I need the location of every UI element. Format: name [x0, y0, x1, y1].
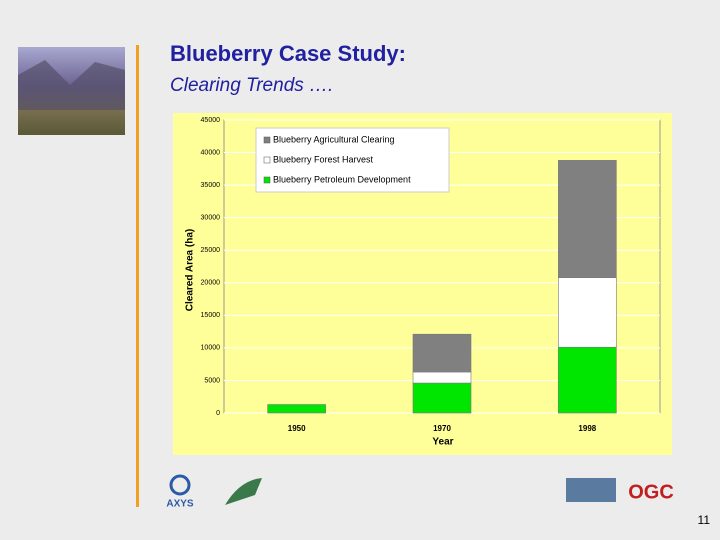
x-tick-label: 1970 — [433, 424, 451, 433]
bar-segment — [412, 382, 472, 414]
x-tick-label: 1950 — [288, 424, 306, 433]
bar-segment — [412, 371, 472, 384]
slide-title: Blueberry Case Study: — [170, 41, 406, 66]
bar-segment — [558, 346, 617, 414]
y-tick-label: 0 — [216, 410, 220, 417]
y-tick-label: 40000 — [201, 149, 221, 156]
legend-label: Blueberry Agricultural Clearing — [273, 134, 395, 144]
x-tick-label: 1998 — [578, 424, 596, 433]
logo-leaf — [225, 478, 262, 505]
bar-segment — [558, 160, 617, 278]
page-number: 11 — [698, 513, 711, 527]
logo-ministry — [566, 478, 616, 502]
legend-swatch — [263, 136, 271, 144]
y-tick-label: 5000 — [204, 377, 220, 384]
bar-segment — [267, 404, 326, 414]
x-axis-label: Year — [432, 437, 453, 448]
legend-swatch — [263, 156, 271, 164]
y-tick-label: 30000 — [201, 215, 221, 222]
legend-swatch — [263, 176, 271, 184]
legend-label: Blueberry Forest Harvest — [273, 154, 374, 164]
y-tick-label: 10000 — [201, 345, 221, 352]
y-tick-label: 15000 — [201, 312, 221, 319]
y-axis-label: Cleared Area (ha) — [185, 229, 196, 311]
logo-mark — [169, 474, 191, 496]
bar-segment — [412, 333, 472, 373]
y-tick-label: 20000 — [201, 280, 221, 287]
divider — [136, 45, 139, 507]
logo-right: OGC — [628, 481, 674, 503]
y-tick-label: 45000 — [201, 117, 221, 124]
legend-label: Blueberry Petroleum Development — [273, 174, 411, 184]
y-tick-label: 35000 — [201, 182, 221, 189]
y-tick-label: 25000 — [201, 247, 221, 254]
logo-left: AXYS — [166, 474, 262, 510]
legend-box — [255, 127, 450, 193]
logo-text: OGC — [628, 481, 674, 503]
slide-subtitle: Clearing Trends …. — [170, 75, 333, 96]
logo-text: AXYS — [166, 499, 194, 510]
photo-mountains — [18, 60, 125, 110]
bar-segment — [558, 277, 617, 348]
